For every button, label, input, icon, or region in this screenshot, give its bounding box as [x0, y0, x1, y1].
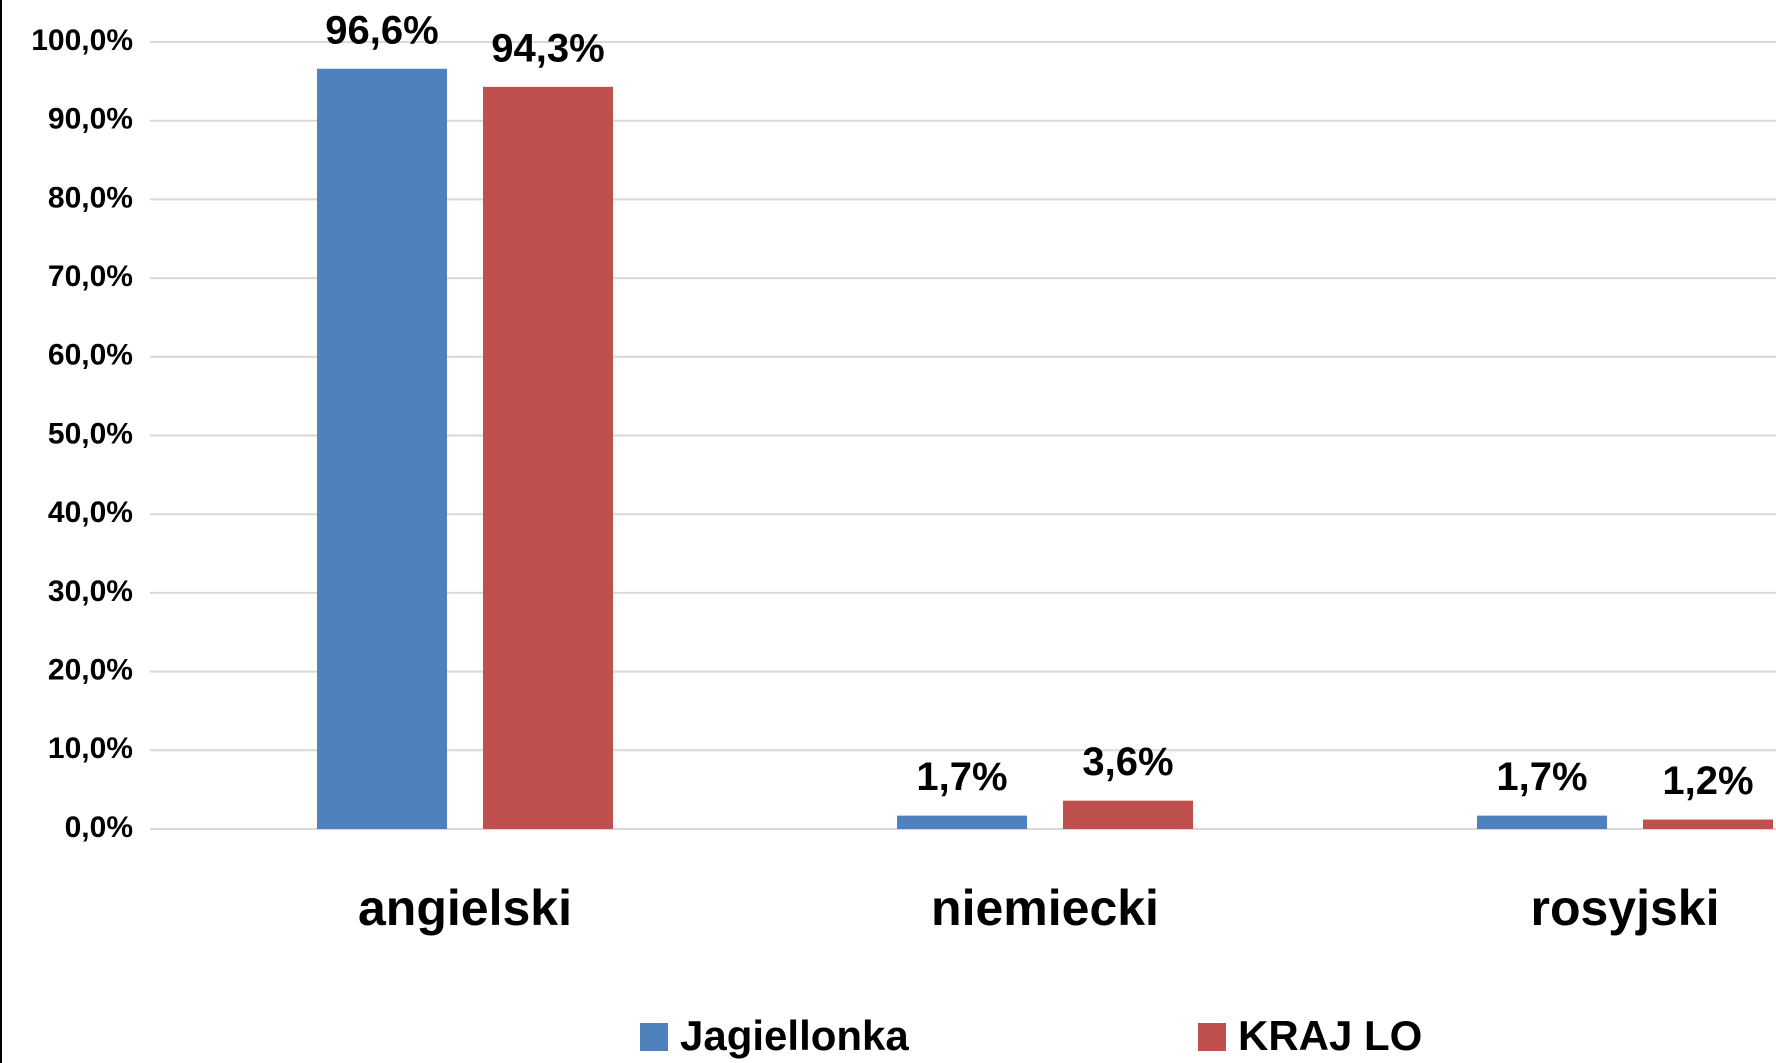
value-label: 1,7%: [1496, 755, 1587, 799]
bar: [897, 815, 1027, 829]
legend-label: Jagiellonka: [680, 1012, 909, 1059]
value-label: 94,3%: [491, 26, 604, 70]
value-label: 3,6%: [1082, 740, 1173, 784]
y-tick-label: 50,0%: [48, 417, 133, 450]
y-tick-label: 20,0%: [48, 654, 133, 687]
y-tick-label: 40,0%: [48, 496, 133, 529]
x-tick-label: niemiecki: [931, 880, 1159, 936]
y-tick-label: 60,0%: [48, 339, 133, 372]
bar: [317, 68, 447, 830]
bar: [483, 86, 613, 829]
bar: [1643, 819, 1773, 829]
x-tick-label: angielski: [358, 880, 572, 936]
y-tick-label: 80,0%: [48, 181, 133, 214]
y-tick-label: 0,0%: [65, 811, 133, 844]
value-label: 1,7%: [916, 755, 1007, 799]
value-label: 96,6%: [325, 8, 438, 52]
y-tick-label: 100,0%: [31, 24, 133, 57]
y-tick-label: 90,0%: [48, 103, 133, 136]
y-tick-label: 30,0%: [48, 575, 133, 608]
y-tick-label: 10,0%: [48, 732, 133, 765]
legend-swatch: [1198, 1023, 1226, 1051]
legend-swatch: [640, 1023, 668, 1051]
value-label: 1,2%: [1662, 759, 1753, 803]
legend-label: KRAJ LO: [1238, 1012, 1422, 1059]
y-tick-label: 70,0%: [48, 260, 133, 293]
bar: [1477, 815, 1607, 829]
x-tick-label: rosyjski: [1530, 880, 1719, 936]
bar: [1063, 800, 1193, 829]
